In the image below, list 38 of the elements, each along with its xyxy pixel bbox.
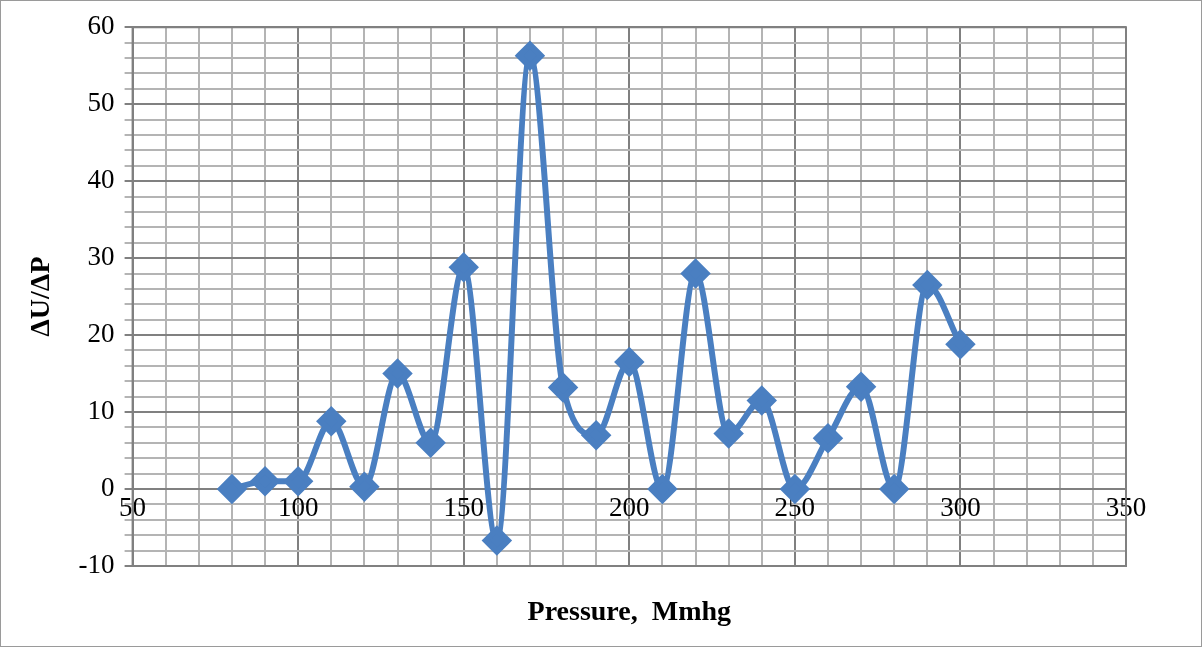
point: [449, 253, 478, 282]
y-tick-label: 50: [87, 87, 115, 118]
y-tick-label: -10: [78, 549, 115, 580]
x-tick-label: 100: [277, 492, 319, 523]
point: [714, 419, 743, 448]
y-axis-title: ΔU/ΔP: [24, 256, 56, 337]
point: [515, 41, 544, 70]
y-tick-label: 20: [87, 318, 115, 349]
x-tick-label: 300: [940, 492, 981, 523]
y-tick-label: 30: [87, 241, 115, 272]
point: [615, 348, 644, 377]
y-tick-label: 10: [87, 395, 115, 426]
point: [880, 475, 909, 504]
point: [847, 372, 876, 401]
point: [913, 271, 942, 300]
point: [251, 467, 280, 496]
point: [383, 359, 412, 388]
point: [317, 407, 346, 436]
y-tick-label: 0: [101, 472, 115, 503]
point: [582, 421, 611, 450]
x-tick-label: 350: [1105, 492, 1147, 523]
x-tick-label: 50: [119, 492, 147, 523]
point: [350, 472, 379, 501]
point: [747, 386, 776, 415]
x-tick-label: 200: [609, 492, 650, 523]
point: [416, 428, 445, 457]
point: [549, 373, 578, 402]
point: [482, 526, 511, 555]
point: [648, 475, 677, 504]
x-tick-label: 150: [443, 492, 484, 523]
point: [813, 424, 842, 453]
point: [946, 330, 975, 359]
x-axis-title: Pressure, Mmhg: [527, 595, 732, 627]
y-tick-label: 60: [87, 10, 115, 41]
point: [284, 467, 313, 496]
point: [217, 475, 246, 504]
point: [681, 259, 710, 288]
y-tick-label: 40: [87, 164, 115, 195]
